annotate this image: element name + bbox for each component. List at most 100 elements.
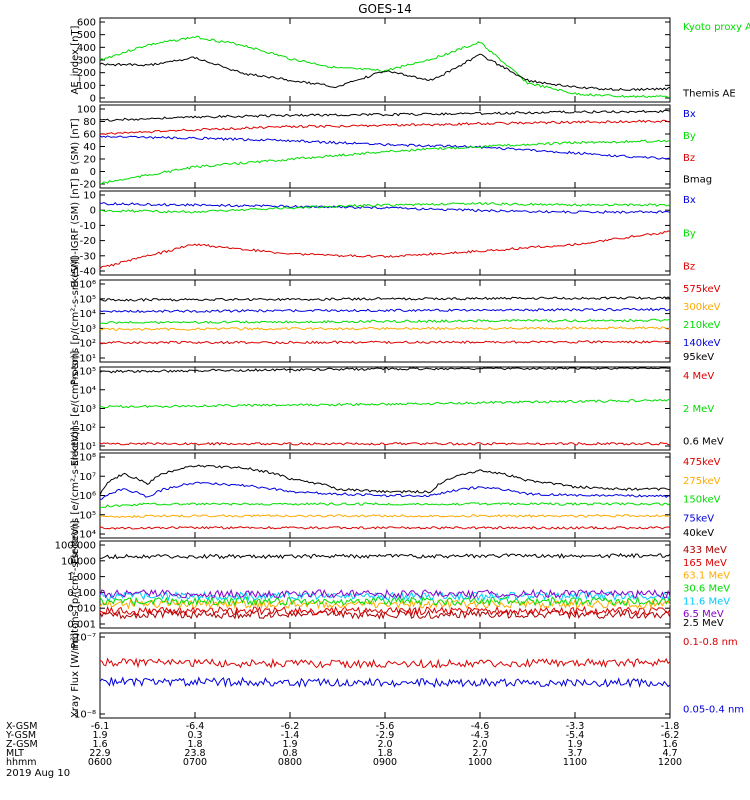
orbit-cell: 1200 (658, 757, 682, 768)
legend-entry: 2.5 MeV (683, 618, 724, 629)
orbit-cell: -1.4 (281, 730, 300, 741)
series-line (99, 340, 671, 345)
legend-entry: 433 MeV (683, 545, 727, 556)
orbit-cell: 0.8 (282, 748, 297, 759)
series-line (99, 657, 671, 669)
y-tick-label: -10 (80, 221, 96, 232)
y-tick-label: 10³ (79, 324, 96, 335)
orbit-table: X-GSM -6.1 -6.4 -6.2 -5.6 -4.6 -3.3 -1.8 Y-GSM 1.… (5, 717, 682, 768)
y-tick-label: 10 (83, 191, 96, 202)
y-tick-label: 10⁻⁸ (74, 710, 96, 721)
y-tick-label: 10⁴ (79, 530, 96, 541)
series-line (99, 464, 671, 496)
orbit-cell: 1100 (563, 757, 587, 768)
y-axis-label: Protons [p/(cm²-s-sr-keV)] (70, 257, 81, 385)
orbit-cell: 1.9 (282, 739, 297, 750)
legend-entry: 575keV (683, 284, 721, 295)
orbit-cell: -5.4 (566, 730, 585, 741)
y-tick-label: 80 (83, 117, 96, 128)
y-tick-label: 10⁵ (79, 510, 96, 521)
series-line (99, 398, 671, 409)
y-tick-label: 20 (83, 155, 96, 166)
orbit-cell: -4.6 (471, 721, 490, 732)
y-axis-label: Protons [p/(cm²-s-sr-keV)] (70, 520, 81, 648)
legend-entry: Bmag (683, 175, 712, 186)
y-tick-label: 10.000 (61, 556, 96, 567)
series-line (99, 135, 671, 160)
orbit-cell: -1.8 (661, 721, 680, 732)
y-tick-label: -40 (80, 267, 96, 278)
y-tick-label: -20 (80, 236, 96, 247)
series-line (100, 502, 671, 508)
y-tick-label: 10⁵ (79, 294, 96, 305)
y-tick-label: 10² (79, 423, 96, 434)
legend-entry: 0.1-0.8 nm (683, 637, 738, 648)
orbit-cell: 0.3 (187, 730, 202, 741)
series-line (100, 296, 671, 302)
y-axis-label: B (SM) [nT] (70, 118, 81, 174)
orbit-cell: -4.3 (471, 730, 490, 741)
orbit-row-label: hhmm (6, 757, 37, 768)
series-line (99, 230, 671, 270)
y-tick-label: 100 (77, 81, 96, 92)
legend-entry: Bz (683, 262, 695, 273)
legend-entry: Bz (683, 153, 695, 164)
y-tick-label: 100.000 (55, 541, 96, 552)
y-tick-label: 100 (77, 105, 96, 116)
y-tick-label: 10² (79, 339, 96, 350)
series-line (99, 307, 671, 314)
y-axis-label: AE_index [nT] (70, 25, 81, 94)
series-line (99, 318, 671, 325)
y-tick-label: 600 (77, 18, 96, 29)
orbit-cell: -6.2 (661, 730, 680, 741)
orbit-cell: -2.9 (376, 730, 395, 741)
series-line (99, 553, 671, 560)
orbit-cell: -6.2 (281, 721, 300, 732)
legend-entry: 210keV (683, 320, 721, 331)
legend-entry: 165 MeV (683, 558, 727, 569)
series-line (99, 514, 671, 519)
series-line (99, 119, 671, 136)
orbit-cell: 1.6 (662, 739, 677, 750)
panel-frame (99, 17, 671, 103)
legend-entry: 6.5 MeV (683, 609, 724, 620)
legend-entry: By (683, 228, 696, 239)
y-tick-label: 10⁸ (79, 453, 96, 464)
y-tick-label: 0.001 (67, 620, 96, 631)
orbit-cell: -3.3 (566, 721, 585, 732)
series-line (99, 367, 671, 374)
orbit-cell: 2.0 (472, 739, 487, 750)
legend-entry: 300keV (683, 302, 721, 313)
legend-entry: 2 MeV (683, 404, 714, 415)
orbit-row-label: MLT (6, 748, 24, 759)
y-tick-label: 10⁵ (79, 367, 96, 378)
y-tick-label: 10⁷ (79, 472, 96, 483)
series-line (99, 35, 671, 99)
y-tick-label: 10⁻⁷ (74, 633, 96, 644)
legend-entry: 0.6 MeV (683, 437, 724, 448)
legend-entry: Kyoto proxy AE (683, 22, 750, 33)
y-tick-label: 0.010 (67, 604, 96, 615)
legend-entry: 4 MeV (683, 371, 714, 382)
orbit-row-label: Y-GSM (5, 730, 36, 741)
legend-entry: 63.1 MeV (683, 571, 730, 582)
y-tick-label: 10¹ (79, 354, 96, 365)
panel-frame (99, 104, 671, 189)
legend-entry: 95keV (683, 352, 714, 363)
y-axis-label: Electrons [e/(cm²-s-sr-keV)] (70, 427, 81, 564)
panel-frame (99, 366, 671, 451)
y-tick-label: 400 (77, 43, 96, 54)
y-tick-label: 300 (77, 56, 96, 67)
legend-entry: 0.05-0.4 nm (683, 705, 744, 716)
orbit-cell: 0700 (183, 757, 207, 768)
orbit-cell: 22.9 (89, 748, 110, 759)
orbit-cell: 1.8 (187, 739, 202, 750)
series-line (99, 588, 671, 600)
orbit-cell: 0800 (278, 757, 302, 768)
orbit-cell: 2.7 (472, 748, 487, 759)
